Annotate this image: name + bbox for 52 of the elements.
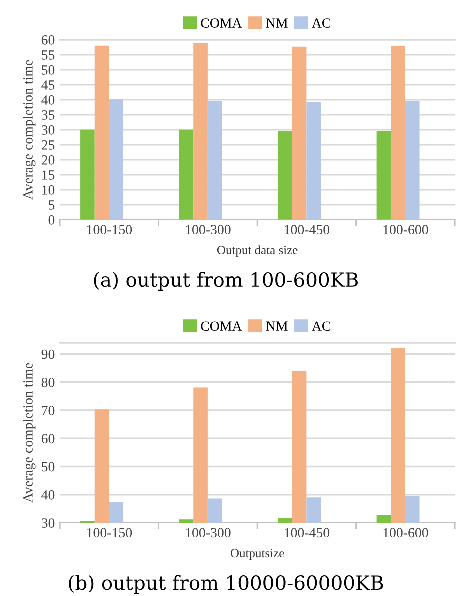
y-tick-label: 35: [42, 110, 55, 120]
x-tick-label: 100-600: [384, 225, 428, 235]
y-tick-label: 80: [42, 378, 55, 388]
bar: [376, 131, 392, 220]
y-tick-label: 15: [42, 170, 55, 180]
legend-label: NM: [266, 18, 288, 28]
y-tick-label: 90: [42, 350, 55, 360]
bar: [278, 131, 292, 220]
legend-label: COMA: [201, 18, 242, 28]
text: (a) output from 100-600KB: [94, 272, 358, 291]
legend-label: AC: [312, 322, 330, 332]
bar: [179, 130, 194, 220]
x-axis-title: Output data size: [217, 246, 298, 258]
x-tick-label: 100-450: [285, 225, 330, 235]
y-tick-label: 0: [48, 216, 55, 225]
bar: [391, 46, 406, 220]
x-tick-label: 100-300: [186, 225, 231, 235]
x-tick-label: 100-150: [88, 225, 132, 235]
y-tick-label: 50: [42, 66, 55, 75]
x-axis-title: Outputsize: [231, 549, 284, 560]
bar: [405, 101, 420, 220]
y-tick-label: 60: [42, 434, 55, 444]
y-axis-title: Average completion time: [23, 363, 36, 503]
y-tick-label: 20: [42, 156, 55, 165]
y-tick-label: 40: [42, 490, 55, 500]
y-tick-label: 45: [42, 80, 55, 90]
y-tick-label: 55: [42, 50, 55, 60]
text: (b) output from 10000-60000KB: [69, 575, 384, 594]
bar: [208, 101, 222, 220]
y-tick-label: 25: [42, 140, 55, 150]
y-tick-label: 30: [42, 126, 55, 135]
x-tick-label: 100-300: [186, 528, 231, 538]
legend-label: NM: [266, 322, 288, 331]
x-tick-label: 100-150: [88, 528, 132, 538]
bar: [80, 130, 95, 220]
x-tick-label: 100-600: [384, 528, 428, 538]
y-tick-label: 5: [49, 200, 55, 210]
y-tick-label: 70: [42, 406, 55, 416]
bar: [306, 102, 322, 220]
legend-label: AC: [312, 18, 330, 28]
bar: [109, 100, 124, 220]
bar: [194, 44, 208, 220]
y-tick-label: 60: [42, 36, 55, 45]
y-tick-label: 40: [42, 96, 55, 105]
x-tick-label: 100-450: [285, 528, 330, 538]
bar: [94, 46, 110, 220]
bar: [292, 46, 307, 220]
legend-label: COMA: [201, 322, 242, 332]
y-tick-label: 30: [42, 518, 55, 528]
y-tick-label: 10: [42, 186, 55, 195]
y-tick-label: 50: [42, 462, 55, 472]
y-axis-title: Average completion time: [23, 60, 36, 200]
